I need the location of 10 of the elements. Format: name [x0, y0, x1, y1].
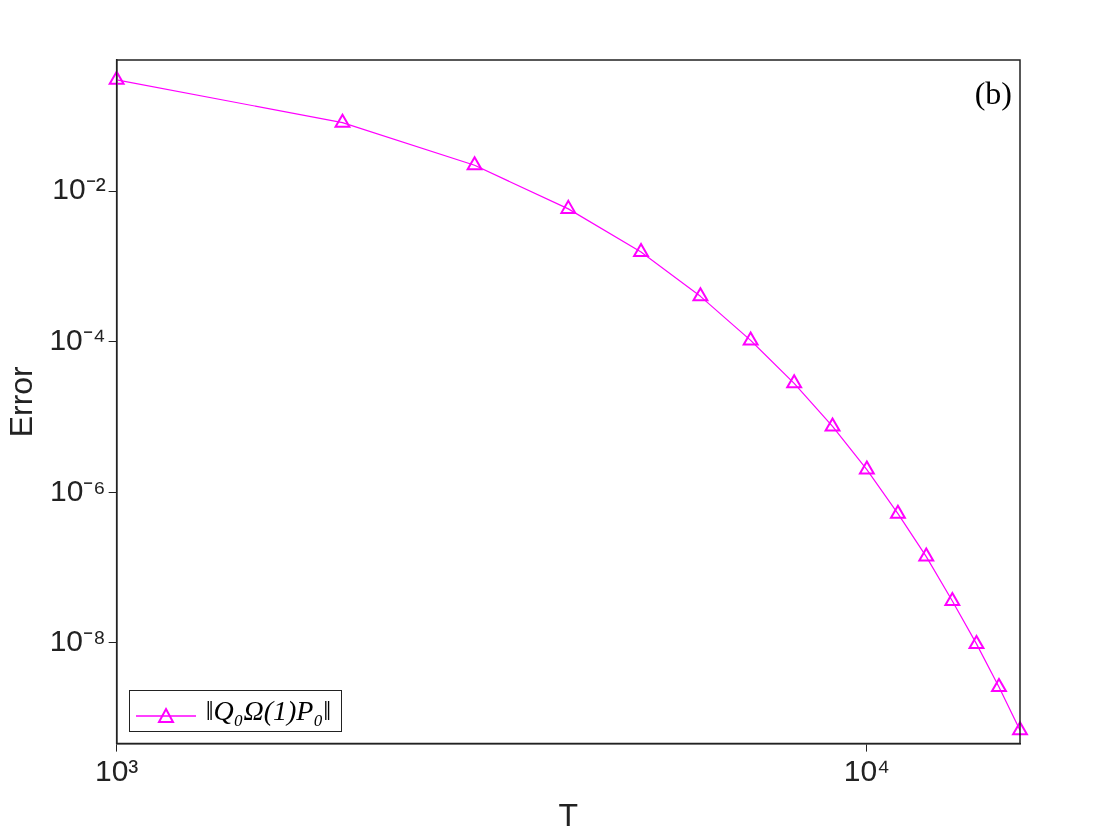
- x-tick-label: 10³: [94, 753, 139, 787]
- y-tick-label: 10⁻⁶: [49, 473, 106, 507]
- y-tick-label: 10⁻²: [52, 172, 106, 206]
- x-tick-label: 10⁴: [843, 753, 890, 787]
- y-tick-label: 10⁻⁴: [49, 322, 106, 356]
- x-axis-title: T: [558, 796, 579, 833]
- legend-label: ‖Q₀Ω(1)P₀‖: [205, 694, 332, 727]
- annotation: (b): [974, 75, 1012, 112]
- y-tick-label: 10⁻⁸: [49, 624, 106, 658]
- y-axis-title: Error: [3, 365, 40, 438]
